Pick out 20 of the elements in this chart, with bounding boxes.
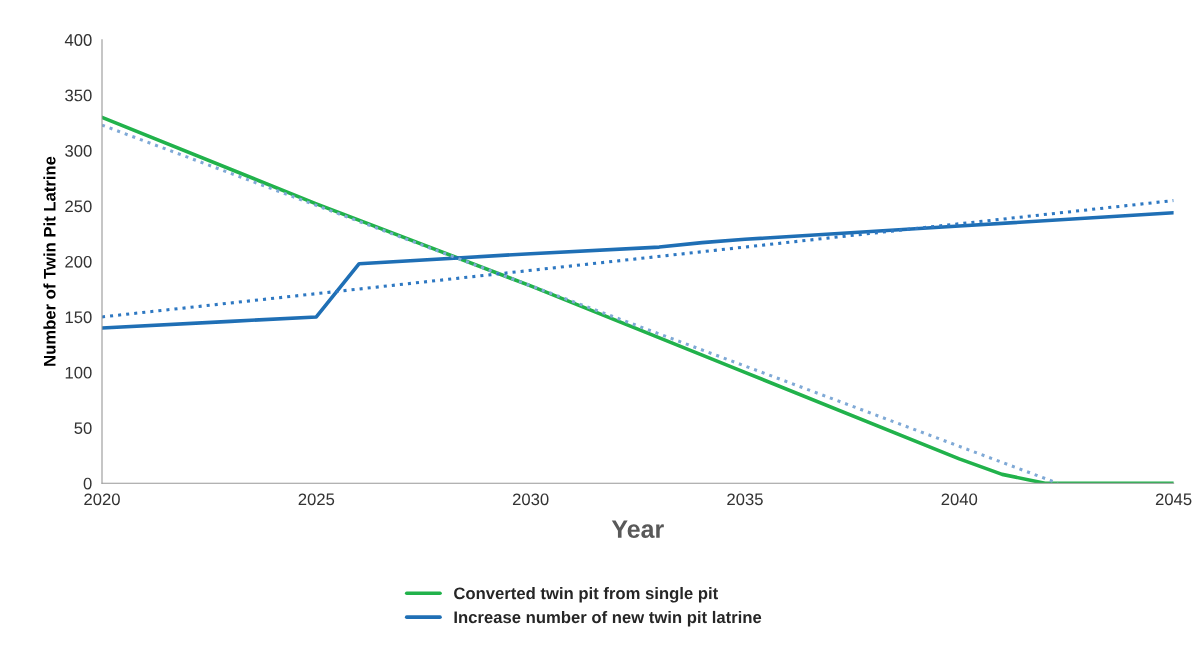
x-tick-label: 2040 xyxy=(941,493,978,506)
legend-label: Increase number of new twin pit latrine xyxy=(454,610,762,627)
x-tick-label: 2025 xyxy=(298,493,335,506)
y-tick-label: 350 xyxy=(65,89,92,102)
y-axis-title: Number of Twin Pit Latrine xyxy=(43,156,56,366)
y-tick-label: 100 xyxy=(65,366,92,379)
y-tick-label: 300 xyxy=(65,145,92,157)
x-axis-title: Year xyxy=(611,520,664,538)
x-tick-label: 2035 xyxy=(727,493,763,506)
x-tick-label: 2045 xyxy=(1155,493,1192,506)
x-tick-label: 2030 xyxy=(512,493,549,506)
legend-label: Converted twin pit from single pit xyxy=(454,586,718,603)
line-series xyxy=(102,210,1174,330)
x-tick-label: 2020 xyxy=(84,493,120,506)
y-tick-label: 50 xyxy=(74,422,92,435)
y-tick-label: 150 xyxy=(65,311,92,324)
y-tick-label: 250 xyxy=(65,200,92,213)
y-tick-label: 0 xyxy=(83,477,92,490)
y-tick-label: 400 xyxy=(64,34,92,46)
y-tick-label: 200 xyxy=(65,255,92,268)
